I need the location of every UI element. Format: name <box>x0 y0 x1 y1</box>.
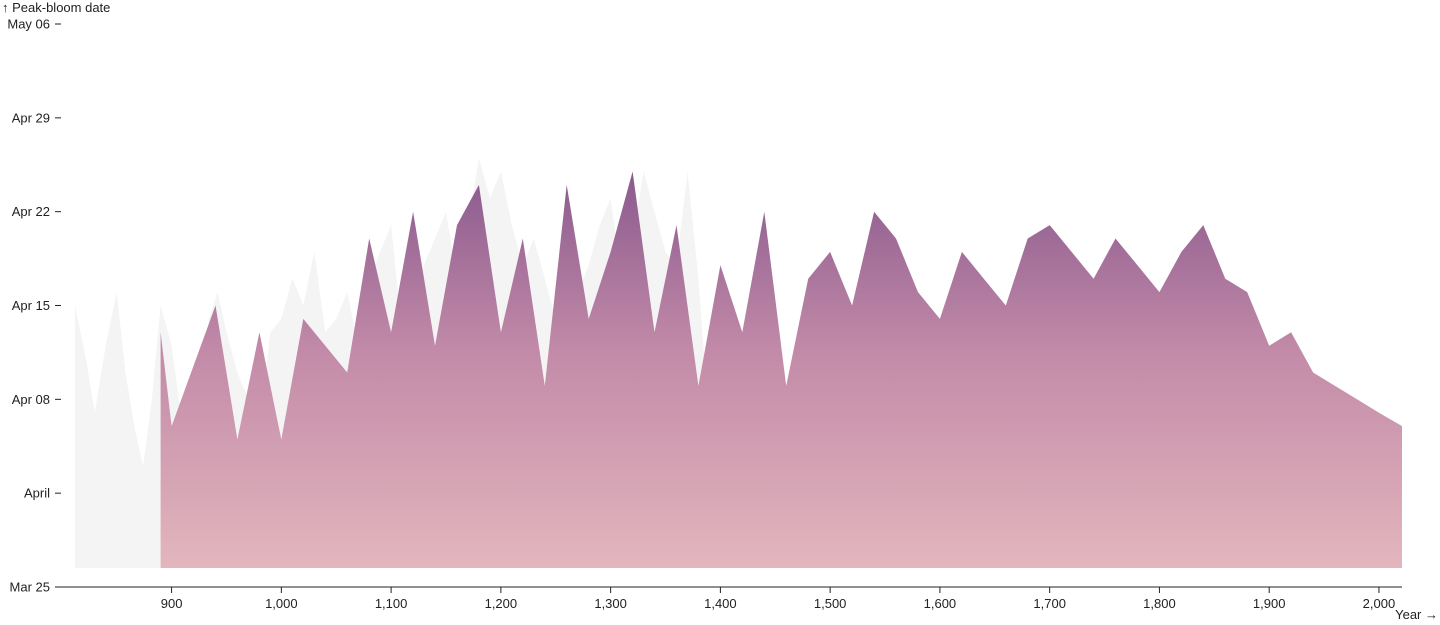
y-tick-label: Apr 22 <box>12 204 50 219</box>
observed-area-path <box>160 171 1403 568</box>
x-tick-label: 1,600 <box>924 596 957 611</box>
y-tick-label: May 06 <box>7 17 50 32</box>
x-tick-label: 1,500 <box>814 596 847 611</box>
x-axis-label: Year → <box>1395 607 1438 622</box>
y-axis-label: ↑ Peak-bloom date <box>2 0 111 15</box>
x-ticks: 900 1,000 1,100 1,200 1,300 1,400 1,500 1,600 1,… <box>161 587 1395 611</box>
y-tick-label: Mar 25 <box>10 580 50 595</box>
x-tick-label: 1,800 <box>1143 596 1176 611</box>
y-tick-label: Apr 08 <box>12 392 50 407</box>
x-tick-label: 1,900 <box>1253 596 1286 611</box>
y-tick-label: Apr 29 <box>12 110 50 125</box>
y-ticks: Mar 25 April Apr 08 Apr 15 Apr 22 Apr 29 May 0… <box>7 17 61 595</box>
x-tick-label: 1,300 <box>594 596 627 611</box>
x-tick-label: 1,000 <box>265 596 298 611</box>
x-tick-label: 2,000 <box>1363 596 1396 611</box>
observed-area <box>160 171 1403 568</box>
x-tick-label: 1,200 <box>485 596 518 611</box>
x-tick-label: 900 <box>161 596 183 611</box>
x-tick-label: 1,700 <box>1033 596 1066 611</box>
x-tick-label: 1,100 <box>375 596 408 611</box>
y-tick-label: Apr 15 <box>12 298 50 313</box>
x-tick-label: 1,400 <box>704 596 737 611</box>
y-tick-label: April <box>24 486 50 501</box>
